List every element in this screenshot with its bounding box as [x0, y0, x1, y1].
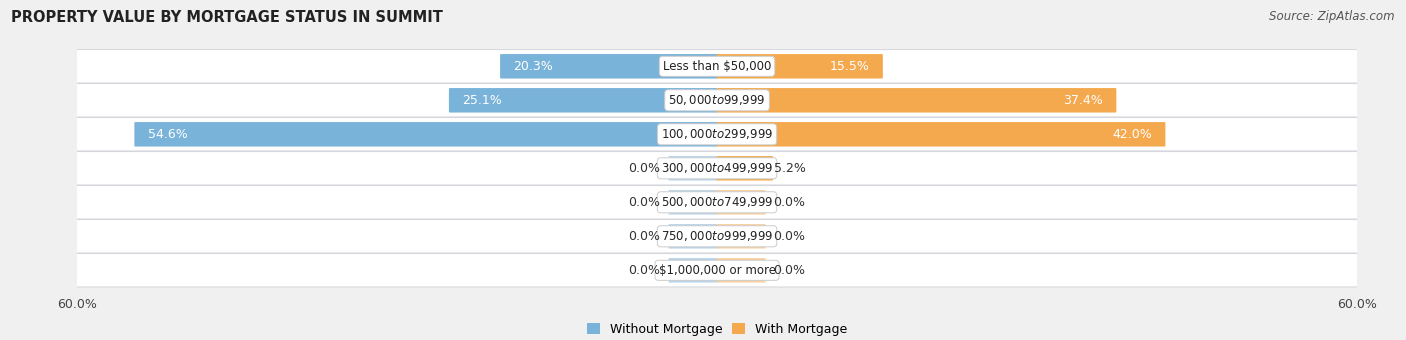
Text: PROPERTY VALUE BY MORTGAGE STATUS IN SUMMIT: PROPERTY VALUE BY MORTGAGE STATUS IN SUM…: [11, 10, 443, 25]
FancyBboxPatch shape: [717, 190, 766, 215]
Text: 0.0%: 0.0%: [628, 162, 661, 175]
Text: $300,000 to $499,999: $300,000 to $499,999: [661, 161, 773, 175]
Text: 0.0%: 0.0%: [773, 264, 806, 277]
FancyBboxPatch shape: [501, 54, 717, 79]
Text: 54.6%: 54.6%: [148, 128, 187, 141]
FancyBboxPatch shape: [717, 258, 766, 283]
Text: 0.0%: 0.0%: [628, 264, 661, 277]
Text: 25.1%: 25.1%: [463, 94, 502, 107]
FancyBboxPatch shape: [66, 50, 1368, 83]
FancyBboxPatch shape: [66, 186, 1368, 219]
Text: 0.0%: 0.0%: [773, 196, 806, 209]
FancyBboxPatch shape: [717, 156, 773, 181]
FancyBboxPatch shape: [66, 84, 1368, 117]
Text: $50,000 to $99,999: $50,000 to $99,999: [668, 93, 766, 107]
FancyBboxPatch shape: [717, 224, 766, 249]
Text: 15.5%: 15.5%: [830, 60, 869, 73]
FancyBboxPatch shape: [668, 224, 717, 249]
FancyBboxPatch shape: [66, 152, 1368, 185]
Text: 42.0%: 42.0%: [1112, 128, 1152, 141]
FancyBboxPatch shape: [717, 88, 1116, 113]
Text: 37.4%: 37.4%: [1063, 94, 1104, 107]
Text: $100,000 to $299,999: $100,000 to $299,999: [661, 127, 773, 141]
FancyBboxPatch shape: [717, 122, 1166, 147]
Text: Source: ZipAtlas.com: Source: ZipAtlas.com: [1270, 10, 1395, 23]
Text: Less than $50,000: Less than $50,000: [662, 60, 772, 73]
FancyBboxPatch shape: [135, 122, 717, 147]
FancyBboxPatch shape: [66, 254, 1368, 287]
FancyBboxPatch shape: [668, 156, 717, 181]
FancyBboxPatch shape: [66, 220, 1368, 253]
Text: 0.0%: 0.0%: [628, 230, 661, 243]
Text: 20.3%: 20.3%: [513, 60, 553, 73]
Text: $750,000 to $999,999: $750,000 to $999,999: [661, 229, 773, 243]
Text: 5.2%: 5.2%: [773, 162, 806, 175]
FancyBboxPatch shape: [449, 88, 717, 113]
FancyBboxPatch shape: [668, 190, 717, 215]
Text: 0.0%: 0.0%: [773, 230, 806, 243]
Text: $1,000,000 or more: $1,000,000 or more: [658, 264, 776, 277]
FancyBboxPatch shape: [66, 118, 1368, 151]
Legend: Without Mortgage, With Mortgage: Without Mortgage, With Mortgage: [582, 318, 852, 340]
FancyBboxPatch shape: [668, 258, 717, 283]
Text: $500,000 to $749,999: $500,000 to $749,999: [661, 195, 773, 209]
Text: 0.0%: 0.0%: [628, 196, 661, 209]
FancyBboxPatch shape: [717, 54, 883, 79]
